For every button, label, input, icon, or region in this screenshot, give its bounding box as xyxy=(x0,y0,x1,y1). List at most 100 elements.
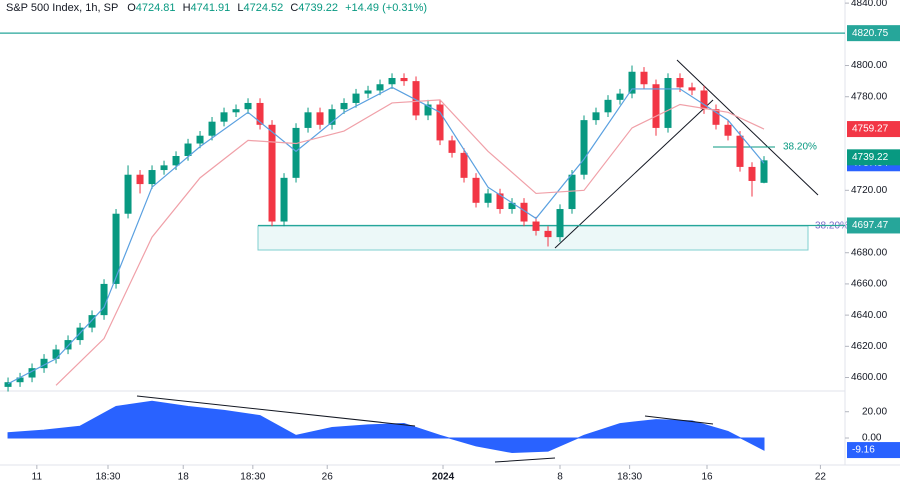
candle-body xyxy=(484,193,492,203)
candle-body xyxy=(652,84,660,128)
moving-average xyxy=(55,99,765,386)
candle-body xyxy=(340,102,348,110)
price-tag-label: 4820.75 xyxy=(852,28,889,39)
divergence-line xyxy=(494,457,556,463)
y-tick-label: 4640.00 xyxy=(851,310,888,321)
candle-body xyxy=(568,174,576,210)
candle-body xyxy=(736,135,744,167)
candle-body xyxy=(172,156,180,166)
ohlc-key: H xyxy=(183,2,191,14)
candle-body xyxy=(604,99,612,113)
x-tick-label: 18:30 xyxy=(617,472,642,483)
ohlc-key: O xyxy=(127,2,136,14)
candle-body xyxy=(124,174,132,214)
ohlc-value: 4724.52 xyxy=(243,2,283,14)
divergence-line xyxy=(644,415,714,425)
marks xyxy=(0,32,845,453)
x-tick-label: 26 xyxy=(322,472,334,483)
oscillator-area xyxy=(7,400,765,453)
header: S&P 500 Index, 1h, SP O4724.81 H4741.91 … xyxy=(6,2,427,14)
ohlc-value: 4724.81 xyxy=(136,2,176,14)
x-tick-label: 8 xyxy=(557,472,563,483)
candle-body xyxy=(436,104,444,141)
candle-body xyxy=(628,71,636,94)
price-tag-label: 4739.22 xyxy=(852,152,889,163)
candle-body xyxy=(148,170,156,185)
x-tick-label: 18:30 xyxy=(240,472,265,483)
candle-body xyxy=(16,377,24,383)
candle-body xyxy=(640,71,648,85)
candle-body xyxy=(688,87,696,91)
y-tick-label: 4720.00 xyxy=(851,185,888,196)
y2-tick-label: 20.00 xyxy=(862,406,887,417)
candle-body xyxy=(100,283,108,316)
x-tick-label: 18 xyxy=(178,472,190,483)
candle-body xyxy=(676,78,684,88)
candle-body xyxy=(508,202,516,210)
y2-tick-label: 0.00 xyxy=(862,433,882,444)
price-tag xyxy=(847,149,900,166)
candle-body xyxy=(352,93,360,103)
price-tag xyxy=(847,442,900,459)
x-tick-label: 16 xyxy=(701,472,713,483)
candle-body xyxy=(28,368,36,378)
candle-body xyxy=(268,124,276,222)
candle-body xyxy=(520,202,528,222)
candle-body xyxy=(112,213,120,284)
x-tick-label: 22 xyxy=(815,472,827,483)
candle-body xyxy=(256,102,264,125)
candle-body xyxy=(544,230,552,238)
price-tag-label: 4759.27 xyxy=(852,124,889,135)
candle-body xyxy=(364,90,372,94)
ohlc-key: C xyxy=(290,2,298,14)
candle-body xyxy=(184,143,192,156)
candle-body xyxy=(40,358,48,369)
candle-body xyxy=(136,174,144,185)
title: S&P 500 Index, 1h, SP xyxy=(6,2,118,14)
candle-body xyxy=(4,382,12,387)
y-tick-label: 4600.00 xyxy=(851,372,888,383)
trend-line xyxy=(554,99,714,249)
price-tag-label: -9.16 xyxy=(852,445,875,456)
y-tick-label: 4680.00 xyxy=(851,247,888,258)
candle-body xyxy=(400,78,408,82)
candle-body xyxy=(292,127,300,178)
candle-body xyxy=(160,165,168,171)
candle-body xyxy=(760,160,768,183)
candle-body xyxy=(232,109,240,113)
candle-body xyxy=(748,166,756,181)
ohlc-value: 4739.22 xyxy=(298,2,338,14)
candle-body xyxy=(328,109,336,125)
candle-body xyxy=(700,90,708,110)
candle-body xyxy=(472,177,480,203)
ohlc-value: 4741.91 xyxy=(191,2,231,14)
candle-body xyxy=(532,221,540,231)
moving-average xyxy=(7,86,765,385)
candle-body xyxy=(196,135,204,144)
price-tag xyxy=(847,217,900,234)
candle-body xyxy=(424,104,432,116)
candle-body xyxy=(244,102,252,110)
trend-line xyxy=(676,59,819,196)
x-tick-label: 18:30 xyxy=(95,472,120,483)
candle-body xyxy=(592,112,600,121)
y-tick-label: 4800.00 xyxy=(851,60,888,71)
candle-body xyxy=(52,349,60,359)
change: +14.49 (+0.31%) xyxy=(345,2,427,14)
candle-body xyxy=(208,121,216,136)
y-tick-label: 4620.00 xyxy=(851,341,888,352)
candle-body xyxy=(412,81,420,116)
candle-body xyxy=(616,93,624,100)
x-tick-label: 2024 xyxy=(432,472,455,483)
candle-body xyxy=(724,124,732,136)
candle-body xyxy=(448,140,456,153)
candle-body xyxy=(496,193,504,210)
price-tag-label: 4697.47 xyxy=(852,220,889,231)
price-tag xyxy=(847,121,900,138)
y-tick-label: 4840.00 xyxy=(851,0,888,9)
candle-body xyxy=(88,315,96,328)
candle-body xyxy=(580,120,588,175)
candle-body xyxy=(712,109,720,125)
x-tick-label: 11 xyxy=(32,472,43,483)
divergence-line xyxy=(136,395,416,427)
